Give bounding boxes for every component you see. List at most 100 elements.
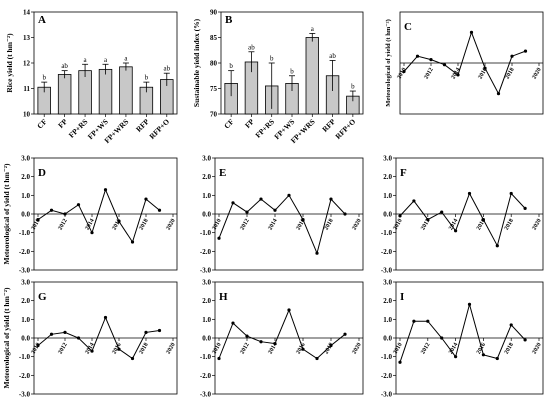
panel-letter: E xyxy=(219,167,226,179)
y-tick-label: 1.0 xyxy=(21,192,30,200)
significance-label: b xyxy=(229,62,233,70)
x-tick-label: FP xyxy=(243,117,256,130)
y-tick-label: -1.0 xyxy=(200,229,212,237)
bar xyxy=(98,68,113,115)
panel-a: A1011121314bCFabFPaFP+RSaFP+WSaFP+WRSbRF… xyxy=(5,9,178,145)
data-point xyxy=(523,206,527,210)
significance-label: b xyxy=(270,55,274,63)
x-tick-label: 2018 xyxy=(139,342,150,355)
data-point xyxy=(217,236,221,240)
data-point xyxy=(144,197,148,201)
significance-label: a xyxy=(84,56,88,64)
data-point xyxy=(481,353,485,357)
data-point xyxy=(496,92,501,96)
x-tick-label: FP xyxy=(56,117,69,130)
y-tick-label: 3.0 xyxy=(383,279,392,287)
y-tick-label: 2.0 xyxy=(21,173,30,181)
y-tick-label: 75 xyxy=(210,85,218,93)
x-tick-label: 2012 xyxy=(240,342,251,355)
y-tick-label: 0.0 xyxy=(383,211,392,219)
y-tick-label: 11 xyxy=(23,85,30,93)
x-tick-label: 2016 xyxy=(296,218,307,231)
x-tick-label: 2010 xyxy=(397,67,408,80)
data-point xyxy=(130,356,135,361)
data-point xyxy=(509,191,513,196)
significance-label: ab xyxy=(329,52,336,60)
y-tick-label: 2.0 xyxy=(202,297,211,305)
bar xyxy=(78,70,92,115)
panel-b: B7075808590bCFabFPbFP+RSbFP+WSaFP+WRSabR… xyxy=(192,9,364,145)
data-point xyxy=(217,356,221,361)
data-point xyxy=(301,347,305,351)
y-tick-label: 85 xyxy=(210,34,218,42)
data-point xyxy=(76,336,81,340)
data-point xyxy=(509,323,513,327)
data-point xyxy=(481,218,485,222)
y-tick-label: 2.0 xyxy=(202,173,211,181)
y-tick-label: -2.0 xyxy=(19,372,31,380)
data-point xyxy=(36,343,40,348)
panel-letter: C xyxy=(404,21,412,33)
panel-d: D -3.0 -2.0 -1.0 0.0 1.0 2.0 3.0 2010 2012 2014 201… xyxy=(2,155,178,275)
data-point xyxy=(63,330,67,334)
y-tick-label: -2.0 xyxy=(381,248,393,256)
x-tick-label: 2018 xyxy=(505,67,516,80)
data-point xyxy=(231,321,235,325)
y-axis-label: Sustainable yield index (%) xyxy=(192,18,201,107)
significance-label: a xyxy=(104,56,108,64)
data-point xyxy=(245,334,249,338)
y-tick-label: 3.0 xyxy=(383,155,392,163)
series-line xyxy=(218,308,346,360)
series-line xyxy=(399,192,526,248)
panel-letter: A xyxy=(38,14,46,26)
significance-label: ab xyxy=(61,62,68,70)
x-tick-label: 2012 xyxy=(58,218,69,231)
data-point xyxy=(343,332,347,336)
y-tick-label: -1.0 xyxy=(19,229,31,237)
data-point xyxy=(245,210,249,214)
x-tick-label: 2016 xyxy=(112,342,123,355)
y-tick-label: -2.0 xyxy=(200,248,212,256)
y-tick-label: -3.0 xyxy=(381,391,393,399)
x-tick-label: 2018 xyxy=(324,218,335,231)
data-point xyxy=(259,197,263,201)
y-axis-label: Rice yield (t hm⁻²) xyxy=(5,33,14,93)
data-point xyxy=(273,208,277,212)
data-point xyxy=(144,330,148,334)
y-tick-label: 70 xyxy=(210,111,218,119)
x-tick-label: 2016 xyxy=(478,67,489,80)
y-tick-label: 2.0 xyxy=(21,297,30,305)
x-tick-label: 2014 xyxy=(268,218,279,231)
x-tick-label: RFP+O xyxy=(147,117,171,141)
x-tick-label: RFP+O xyxy=(333,117,357,141)
data-point xyxy=(287,308,291,312)
data-point xyxy=(63,212,67,216)
data-point xyxy=(329,343,333,348)
x-tick-label: 2010 xyxy=(212,218,223,231)
significance-label: b xyxy=(351,83,355,91)
y-tick-label: -3.0 xyxy=(381,267,393,275)
x-tick-label: RFP xyxy=(320,117,337,134)
x-tick-label: 2012 xyxy=(424,67,435,80)
x-tick-label: 2010 xyxy=(393,218,404,231)
panel-h: H -3.0 -2.0 -1.0 0.0 1.0 2.0 3.0 2010 2012 2014 201… xyxy=(200,279,364,399)
y-tick-label: 1.0 xyxy=(383,192,392,200)
significance-label: b xyxy=(145,74,149,82)
y-tick-label: 14 xyxy=(23,9,31,17)
data-point xyxy=(301,218,305,222)
data-point xyxy=(287,193,291,197)
data-point xyxy=(103,315,108,320)
x-tick-label: 2016 xyxy=(296,342,307,355)
y-axis-label: Meteorological of yield (t hm⁻²) xyxy=(2,287,11,389)
x-tick-label: 2010 xyxy=(393,342,404,355)
data-point xyxy=(36,218,40,222)
y-tick-label: 0.0 xyxy=(21,335,30,343)
bar xyxy=(305,37,319,115)
x-tick-label: 2010 xyxy=(212,342,223,355)
data-point xyxy=(469,30,474,34)
significance-label: ab xyxy=(248,43,255,51)
data-point xyxy=(157,208,162,212)
x-tick-label: 2018 xyxy=(504,218,515,231)
panel-letter: D xyxy=(38,167,46,179)
